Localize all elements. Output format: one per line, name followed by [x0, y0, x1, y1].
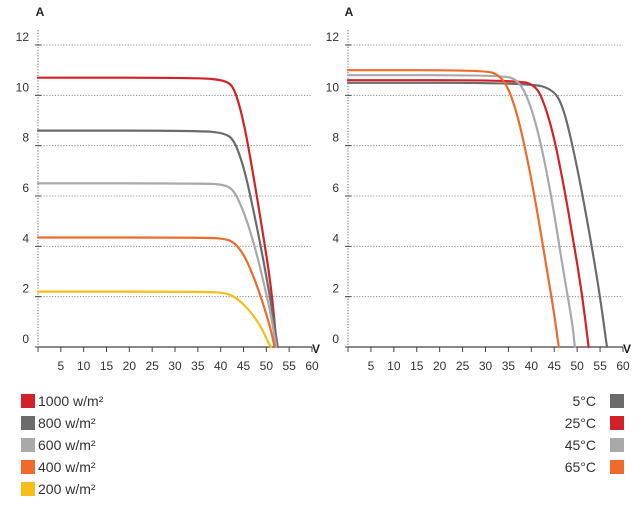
x-tick-label: 10	[387, 359, 401, 373]
x-tick-label: 60	[305, 359, 319, 373]
x-tick-label: 40	[214, 359, 228, 373]
legend-label: 200 w/m²	[38, 481, 96, 497]
x-tick-label: 55	[282, 359, 296, 373]
x-tick-label: 40	[525, 359, 539, 373]
legend-label: 800 w/m²	[38, 415, 96, 431]
series-line-1	[36, 76, 278, 349]
x-tick-label: 15	[410, 359, 424, 373]
legend-item: 25°C	[440, 414, 640, 432]
x-tick-label: 50	[570, 359, 584, 373]
legend-label: 65°C	[564, 459, 596, 475]
legend-item: 5°C	[440, 392, 640, 410]
series-line-2	[36, 129, 279, 349]
x-tick-label: 10	[77, 359, 91, 373]
chart-temperature: 0 2 4 6 8 10 12 5 10 15 20 25 30 35 40 45 50 55 60 A V	[326, 5, 631, 373]
y-tick-label: 10	[16, 80, 30, 94]
legend-label: 25°C	[564, 415, 596, 431]
legend-label: 45°C	[564, 437, 596, 453]
y-tick-label: 0	[22, 332, 29, 346]
y-axis-label: A	[345, 5, 354, 19]
x-tick-label: 35	[191, 359, 205, 373]
legend-swatch	[21, 482, 35, 496]
x-tick-label: 30	[479, 359, 493, 373]
legend-item: 45°C	[440, 436, 640, 454]
legend-item: 400 w/m²	[0, 458, 200, 476]
series-line-4	[346, 69, 560, 349]
x-tick-label: 30	[168, 359, 182, 373]
series-line-4	[36, 236, 276, 349]
x-tick-label: 50	[260, 359, 274, 373]
x-tick-label: 25	[456, 359, 470, 373]
y-tick-label: 8	[332, 131, 339, 145]
legend-swatch	[610, 416, 624, 430]
series-line-5	[36, 290, 273, 349]
x-tick-label: 35	[502, 359, 516, 373]
series-line-2	[346, 79, 590, 349]
y-tick-label: 0	[332, 332, 339, 346]
legend-item: 800 w/m²	[0, 414, 200, 432]
legend-swatch	[21, 394, 35, 408]
x-tick-label: 20	[123, 359, 137, 373]
x-tick-label: 20	[433, 359, 447, 373]
y-tick-label: 2	[332, 282, 339, 296]
y-tick-label: 8	[22, 131, 29, 145]
y-tick-label: 12	[16, 30, 30, 44]
legend-label: 5°C	[572, 393, 597, 409]
legend-swatch	[610, 438, 624, 452]
legend-label: 1000 w/m²	[38, 393, 104, 409]
y-axis-label: A	[36, 5, 45, 19]
legend-label: 600 w/m²	[38, 437, 96, 453]
legend-item: 600 w/m²	[0, 436, 200, 454]
y-tick-label: 2	[22, 282, 29, 296]
x-tick-label: 25	[145, 359, 159, 373]
legend-swatch	[21, 460, 35, 474]
x-axis-label: V	[623, 342, 631, 356]
x-tick-label: 5	[368, 359, 375, 373]
series-line-3	[36, 182, 278, 349]
x-tick-label: 45	[548, 359, 562, 373]
legend-swatch	[21, 438, 35, 452]
legend-label: 400 w/m²	[38, 459, 96, 475]
legend-item: 200 w/m²	[0, 480, 200, 498]
y-tick-label: 4	[332, 231, 339, 245]
y-tick-label: 6	[332, 181, 339, 195]
y-tick-label: 12	[326, 30, 340, 44]
legend-item: 1000 w/m²	[0, 392, 200, 410]
y-tick-label: 4	[22, 231, 29, 245]
y-tick-label: 6	[22, 181, 29, 195]
legend-item: 65°C	[440, 458, 640, 476]
x-tick-label: 15	[100, 359, 114, 373]
series-line-3	[346, 74, 576, 349]
legend-swatch	[610, 460, 624, 474]
legend-swatch	[21, 416, 35, 430]
series-line-1	[346, 81, 609, 349]
x-tick-label: 5	[57, 359, 64, 373]
y-tick-label: 10	[326, 80, 340, 94]
x-tick-label: 45	[237, 359, 251, 373]
x-tick-label: 55	[593, 359, 607, 373]
chart-irradiance: 0 2 4 6 8 10 12 5 10 15 20 25 30 35 40 45 50 55 60 A V	[16, 5, 320, 373]
legend-swatch	[610, 394, 624, 408]
x-tick-label: 60	[616, 359, 630, 373]
x-axis-label: V	[312, 342, 320, 356]
